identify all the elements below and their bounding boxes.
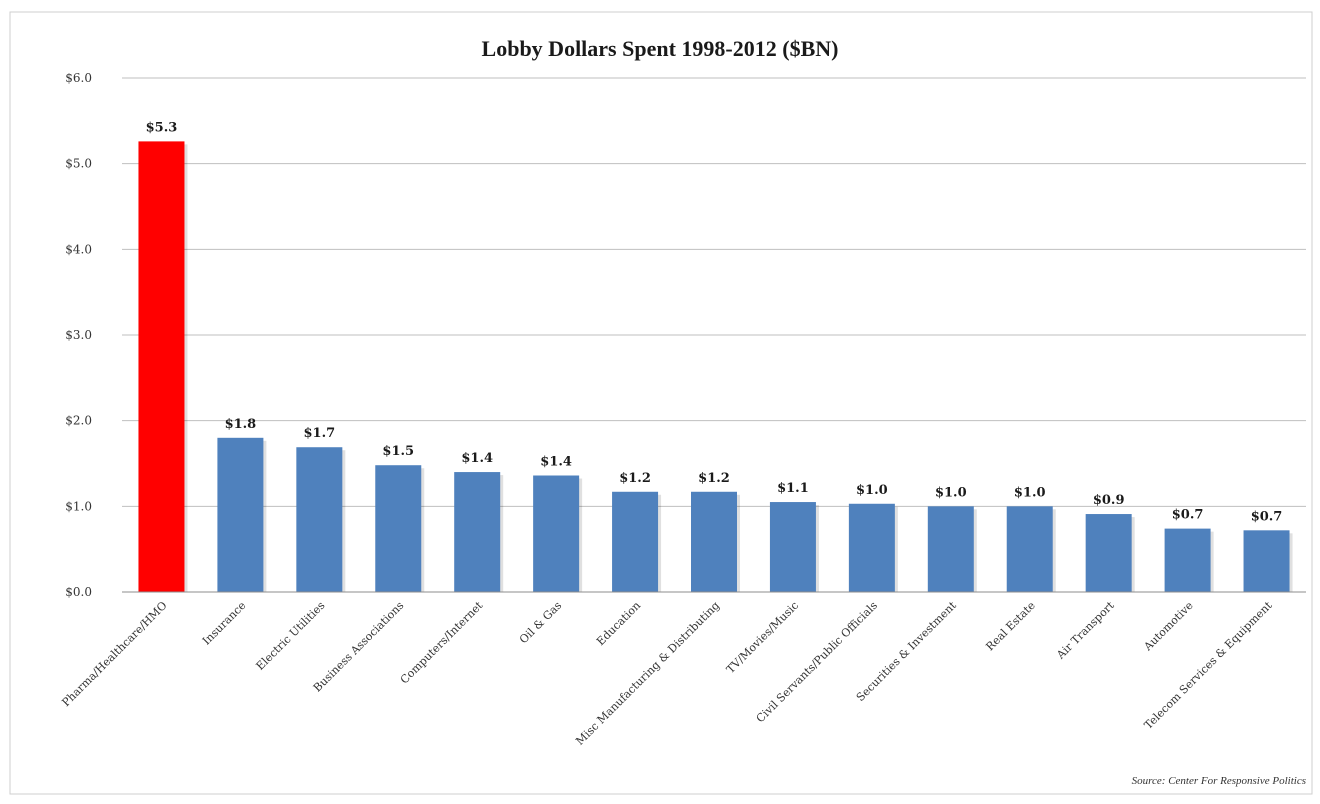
data-label: $1.0 xyxy=(935,485,967,500)
bar xyxy=(848,503,895,592)
data-label: $1.2 xyxy=(619,471,651,486)
bar xyxy=(533,475,580,592)
y-tick-label: $3.0 xyxy=(65,328,92,342)
y-tick-label: $1.0 xyxy=(65,499,92,513)
data-label: $1.5 xyxy=(382,444,414,459)
chart-title: Lobby Dollars Spent 1998-2012 ($BN) xyxy=(482,36,839,61)
data-label: $1.8 xyxy=(225,417,257,432)
bar xyxy=(296,447,343,592)
bar xyxy=(375,465,422,592)
data-label: $0.7 xyxy=(1251,509,1283,524)
data-label: $0.9 xyxy=(1093,493,1125,508)
data-label: $1.0 xyxy=(1014,485,1046,500)
y-tick-label: $0.0 xyxy=(65,585,92,599)
bar xyxy=(1006,506,1053,592)
bar xyxy=(138,141,185,593)
data-label: $1.0 xyxy=(856,483,888,498)
data-label-layer: $5.3 $1.8 $1.7 $1.5 $1.4 $1.4 $1.2 $1.2 $1.1 $1.0… xyxy=(146,120,1283,524)
y-tick-label: $4.0 xyxy=(65,242,92,256)
grid-layer xyxy=(122,77,1306,507)
bar xyxy=(612,491,659,592)
bar xyxy=(1243,530,1290,592)
data-label: $1.1 xyxy=(777,481,809,496)
bar xyxy=(769,502,816,592)
y-tick-label: $6.0 xyxy=(65,71,92,85)
bar xyxy=(927,506,974,592)
bar xyxy=(1164,528,1211,592)
bar xyxy=(1085,514,1132,592)
y-axis-ticks: $0.0 $1.0 $2.0 $3.0 $4.0 $5.0 $6.0 xyxy=(65,71,92,599)
data-label: $5.3 xyxy=(146,120,178,135)
data-label: $1.2 xyxy=(698,471,730,486)
data-label: $1.4 xyxy=(540,454,572,469)
bar xyxy=(691,491,737,592)
bar-layer xyxy=(138,141,1293,593)
data-label: $1.7 xyxy=(303,426,335,441)
data-label: $0.7 xyxy=(1172,508,1204,523)
y-tick-label: $2.0 xyxy=(65,414,92,428)
bar xyxy=(217,437,264,592)
source-note: Source: Center For Responsive Politics xyxy=(1132,775,1306,787)
bar xyxy=(454,472,501,592)
data-label: $1.4 xyxy=(461,451,493,466)
chart-frame xyxy=(9,11,1313,795)
y-tick-label: $5.0 xyxy=(65,157,92,171)
